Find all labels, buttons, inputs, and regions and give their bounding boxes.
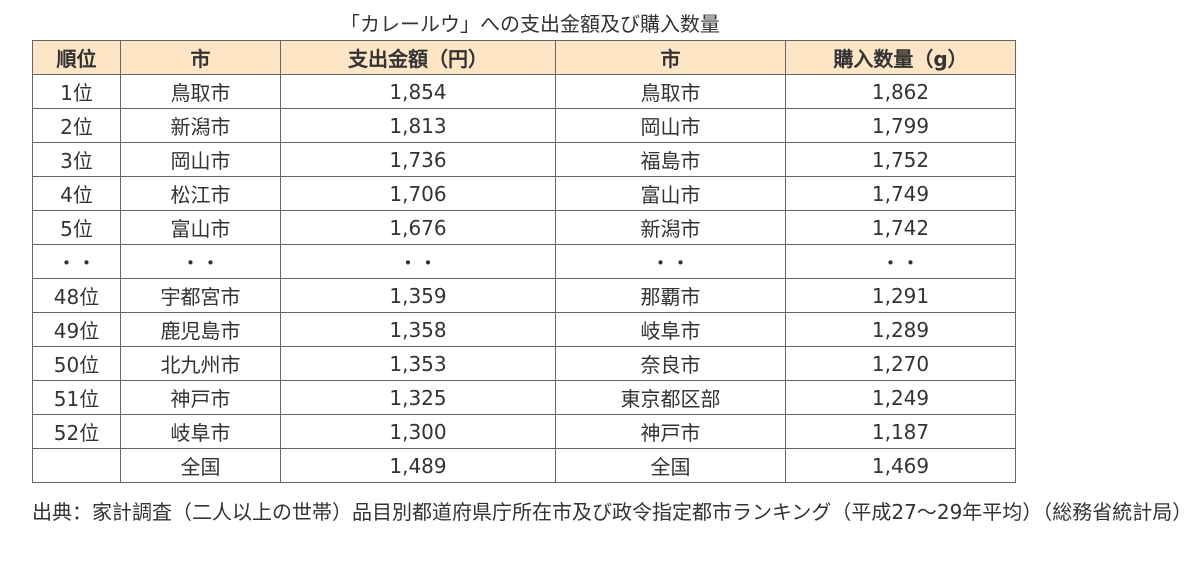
table-cell: 1,325 [280, 380, 556, 415]
table-cell: ・・ [120, 244, 281, 279]
table-cell: 1,862 [785, 74, 1016, 109]
table-row: 48位 宇都宮市 1,359 那覇市 1,291 [32, 278, 1016, 313]
table-row: 52位 岐阜市 1,300 神戸市 1,187 [32, 414, 1016, 449]
table-cell: 北九州市 [120, 346, 281, 381]
table-cell: 1,799 [785, 108, 1016, 143]
table-cell: 1,289 [785, 312, 1016, 347]
table-cell: 岡山市 [555, 108, 786, 143]
table-cell: 東京都区部 [555, 380, 786, 415]
table-cell: 51位 [32, 380, 121, 415]
table-cell: 富山市 [120, 210, 281, 245]
table-cell: 52位 [32, 414, 121, 449]
table-cell: 1,706 [280, 176, 556, 211]
table-cell: 神戸市 [120, 380, 281, 415]
table-cell: 4位 [32, 176, 121, 211]
table-cell: 1,358 [280, 312, 556, 347]
table-cell: 全国 [120, 448, 281, 483]
table-row: 49位 鹿児島市 1,358 岐阜市 1,289 [32, 312, 1016, 347]
table-cell: ・・ [32, 244, 121, 279]
header-cell: 市 [555, 40, 786, 75]
table-row: 5位 富山市 1,676 新潟市 1,742 [32, 210, 1016, 245]
table-cell: 鳥取市 [120, 74, 281, 109]
table-cell: 奈良市 [555, 346, 786, 381]
table-cell: 松江市 [120, 176, 281, 211]
table-cell: 1,187 [785, 414, 1016, 449]
table-cell: 新潟市 [555, 210, 786, 245]
table-cell: 1,752 [785, 142, 1016, 177]
table-cell: ・・ [280, 244, 556, 279]
table-row: 50位 北九州市 1,353 奈良市 1,270 [32, 346, 1016, 381]
table-cell: 岡山市 [120, 142, 281, 177]
table-cell: 1,300 [280, 414, 556, 449]
table-cell: 全国 [555, 448, 786, 483]
table-row: 4位 松江市 1,706 富山市 1,749 [32, 176, 1016, 211]
table-cell: 那覇市 [555, 278, 786, 313]
table-cell: 1,359 [280, 278, 556, 313]
header-cell: 支出金額（円） [280, 40, 556, 75]
source-note: 出典：家計調査（二人以上の世帯）品目別都道府県庁所在市及び政令指定都市ランキング… [32, 500, 1193, 524]
table-cell: 1位 [32, 74, 121, 109]
table-cell: 2位 [32, 108, 121, 143]
table-cell: 1,270 [785, 346, 1016, 381]
table-row: 51位 神戸市 1,325 東京都区部 1,249 [32, 380, 1016, 415]
table-cell: 鹿児島市 [120, 312, 281, 347]
table-cell: 福島市 [555, 142, 786, 177]
table-cell: 5位 [32, 210, 121, 245]
table-cell: 48位 [32, 278, 121, 313]
table-cell: 50位 [32, 346, 121, 381]
header-cell: 市 [120, 40, 281, 75]
table-row: ・・ ・・ ・・ ・・ ・・ [32, 244, 1016, 279]
table-cell: 1,353 [280, 346, 556, 381]
table-cell: 1,854 [280, 74, 556, 109]
table-cell: 鳥取市 [555, 74, 786, 109]
header-cell: 順位 [32, 40, 121, 75]
table-cell: 1,736 [280, 142, 556, 177]
table-title: 「カレールウ」への支出金額及び購入数量 [340, 12, 720, 36]
table-cell: 宇都宮市 [120, 278, 281, 313]
table-cell: 新潟市 [120, 108, 281, 143]
table-row: 2位 新潟市 1,813 岡山市 1,799 [32, 108, 1016, 143]
table-cell: 岐阜市 [555, 312, 786, 347]
table-cell: 3位 [32, 142, 121, 177]
table-cell: 49位 [32, 312, 121, 347]
table-row: 全国 1,489 全国 1,469 [32, 448, 1016, 483]
table-cell: 1,813 [280, 108, 556, 143]
table-cell: 1,469 [785, 448, 1016, 483]
table-cell: 1,249 [785, 380, 1016, 415]
table-cell: 神戸市 [555, 414, 786, 449]
table-cell: ・・ [785, 244, 1016, 279]
table-cell: 岐阜市 [120, 414, 281, 449]
ranking-table: 順位市支出金額（円）市購入数量（g） 1位 鳥取市 1,854 鳥取市 1,862 2位新… [32, 40, 1016, 483]
table-row: 3位 岡山市 1,736 福島市 1,752 [32, 142, 1016, 177]
table-cell: 1,489 [280, 448, 556, 483]
header-cell: 購入数量（g） [785, 40, 1016, 75]
table-cell: 1,749 [785, 176, 1016, 211]
table-cell: ・・ [555, 244, 786, 279]
table-cell: 1,742 [785, 210, 1016, 245]
table-cell: 1,291 [785, 278, 1016, 313]
table-cell: 1,676 [280, 210, 556, 245]
table-row: 1位 鳥取市 1,854 鳥取市 1,862 [32, 74, 1016, 109]
table-body: 1位 鳥取市 1,854 鳥取市 1,862 2位 新潟市 1,813 岡山市 1,799 3位 岡山… [32, 74, 1016, 483]
empty-cell [32, 448, 121, 483]
table-cell: 富山市 [555, 176, 786, 211]
header-row: 順位市支出金額（円）市購入数量（g） [32, 40, 1016, 75]
